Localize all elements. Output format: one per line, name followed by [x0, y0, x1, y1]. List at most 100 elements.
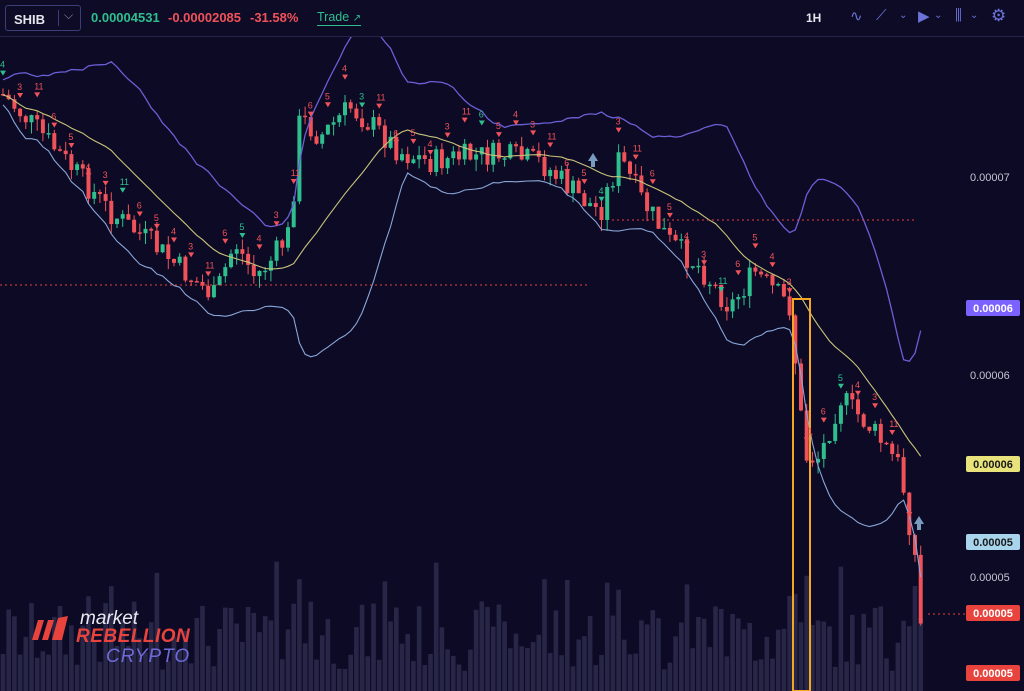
trade-link[interactable]: Trade ↗ [317, 10, 362, 26]
candle-body [588, 203, 593, 207]
candle-body [838, 405, 843, 424]
candles [1, 88, 923, 626]
candle-body [764, 274, 769, 276]
volume-bar [650, 610, 656, 691]
volume-bar [485, 607, 490, 691]
td-triangle [649, 179, 656, 185]
td-triangle [769, 262, 776, 268]
candle-body [217, 276, 222, 286]
gear-icon[interactable]: ⚙ [991, 6, 1007, 25]
candle-body [878, 423, 883, 443]
replay-icon[interactable]: ▶ [918, 8, 930, 25]
volume-bar [416, 606, 422, 691]
volume-bar [12, 616, 17, 691]
td-triangle [701, 260, 708, 266]
candle-body [382, 125, 387, 148]
volume-bar [348, 654, 353, 691]
volume-bar [741, 629, 747, 691]
volume-bar [661, 669, 667, 691]
volume-bar [918, 617, 923, 691]
volume-bar [91, 640, 97, 691]
volume-bar [912, 586, 918, 691]
candle-body [143, 228, 148, 234]
volume-bar [177, 650, 182, 691]
chevron-down-icon[interactable]: ⌄ [970, 10, 979, 21]
volume-bar [593, 665, 599, 691]
candle-body [172, 258, 176, 263]
volume-bar [519, 646, 524, 691]
volume-bar [411, 661, 416, 691]
volume-bar [52, 616, 57, 691]
td-count-label: 5 [838, 373, 843, 383]
td-triangle [222, 238, 229, 244]
candle-body [742, 296, 746, 298]
volume-bar [758, 659, 764, 691]
chevron-down-icon[interactable]: ⌄ [934, 10, 943, 21]
candle-body [200, 281, 205, 286]
volume-bar [587, 615, 593, 691]
volume-bar [753, 660, 758, 691]
candle-body [787, 296, 792, 316]
timeframe-button[interactable]: 1H [806, 11, 822, 25]
candle-body [229, 253, 233, 268]
chevron-down-icon[interactable]: ⌵ [64, 8, 74, 22]
price-tag-label: 0.00005 [973, 537, 1013, 549]
line-tool-icon[interactable]: ⟋ [876, 7, 887, 24]
td-count-label: 4 [855, 380, 860, 390]
symbol-label: SHIB [14, 12, 46, 27]
td-count-label: 4 [684, 231, 689, 241]
td-triangle [359, 102, 366, 108]
td-count-label: 11 [804, 426, 813, 436]
candle-body [240, 249, 245, 254]
volume-bar [616, 589, 621, 691]
price-chart[interactable]: 4 3 11 6 5 4 3 11 6 5 4 3 11 6 5 4 3 11 6 5 4 3 11 6 5 4 3 11 6 5 4 3 11… [0, 37, 1024, 691]
td-count-label: 11 [291, 168, 300, 178]
candle-body [308, 117, 313, 137]
symbol-selector[interactable]: SHIB ⌵ [5, 5, 81, 31]
volume-bar [109, 586, 114, 691]
td-triangle [0, 70, 6, 76]
volume-bar [422, 664, 428, 691]
td-count-label: 5 [410, 128, 415, 138]
candle-body [314, 136, 319, 144]
indicator-icon[interactable]: ∿ [850, 8, 863, 25]
volume-bar [240, 641, 245, 691]
volume-bar [604, 582, 610, 691]
candle-body [833, 423, 838, 441]
candle-body [479, 147, 484, 155]
candle-body [799, 363, 803, 411]
td-count-label: 3 [616, 117, 621, 127]
candle-body [736, 296, 741, 300]
volume-bar [502, 621, 507, 691]
td-count-label: 5 [496, 121, 501, 131]
td-count-label: 5 [325, 91, 330, 101]
volume-bar [781, 628, 787, 691]
volume-bar [542, 579, 547, 691]
td-sequential-markers: 4 3 11 6 5 4 3 11 6 5 4 3 11 6 5 4 3 11 6 5 4 3 11 6 5 4 3 11 6 5 4 3 11… [0, 60, 924, 530]
td-count-label: 4 [342, 64, 347, 74]
volume-bar [86, 596, 91, 691]
volume-bar [371, 603, 376, 691]
candle-body [206, 285, 211, 298]
td-count-label: 3 [445, 122, 450, 132]
td-count-label: 6 [479, 110, 484, 120]
volume-bar [171, 636, 177, 691]
volume-bar [878, 606, 884, 691]
td-triangle [205, 271, 212, 277]
candle-body [873, 423, 878, 431]
volume-bar [17, 654, 23, 691]
td-count-label: 3 [188, 241, 193, 251]
td-count-label: 11 [547, 131, 556, 141]
candle-body [861, 414, 866, 427]
td-triangle [427, 150, 434, 156]
candle-body [593, 203, 598, 207]
volume-bar [844, 661, 849, 691]
volume-bar [633, 653, 638, 691]
chevron-down-icon[interactable]: ⌄ [899, 10, 908, 21]
volume-bar [850, 614, 855, 691]
candle-body [12, 99, 17, 109]
volume-bar [787, 595, 792, 691]
candles-icon[interactable]: ⫼ [955, 7, 962, 24]
price-change-abs: -0.00002085 [168, 10, 242, 25]
volume-bar [80, 625, 86, 691]
